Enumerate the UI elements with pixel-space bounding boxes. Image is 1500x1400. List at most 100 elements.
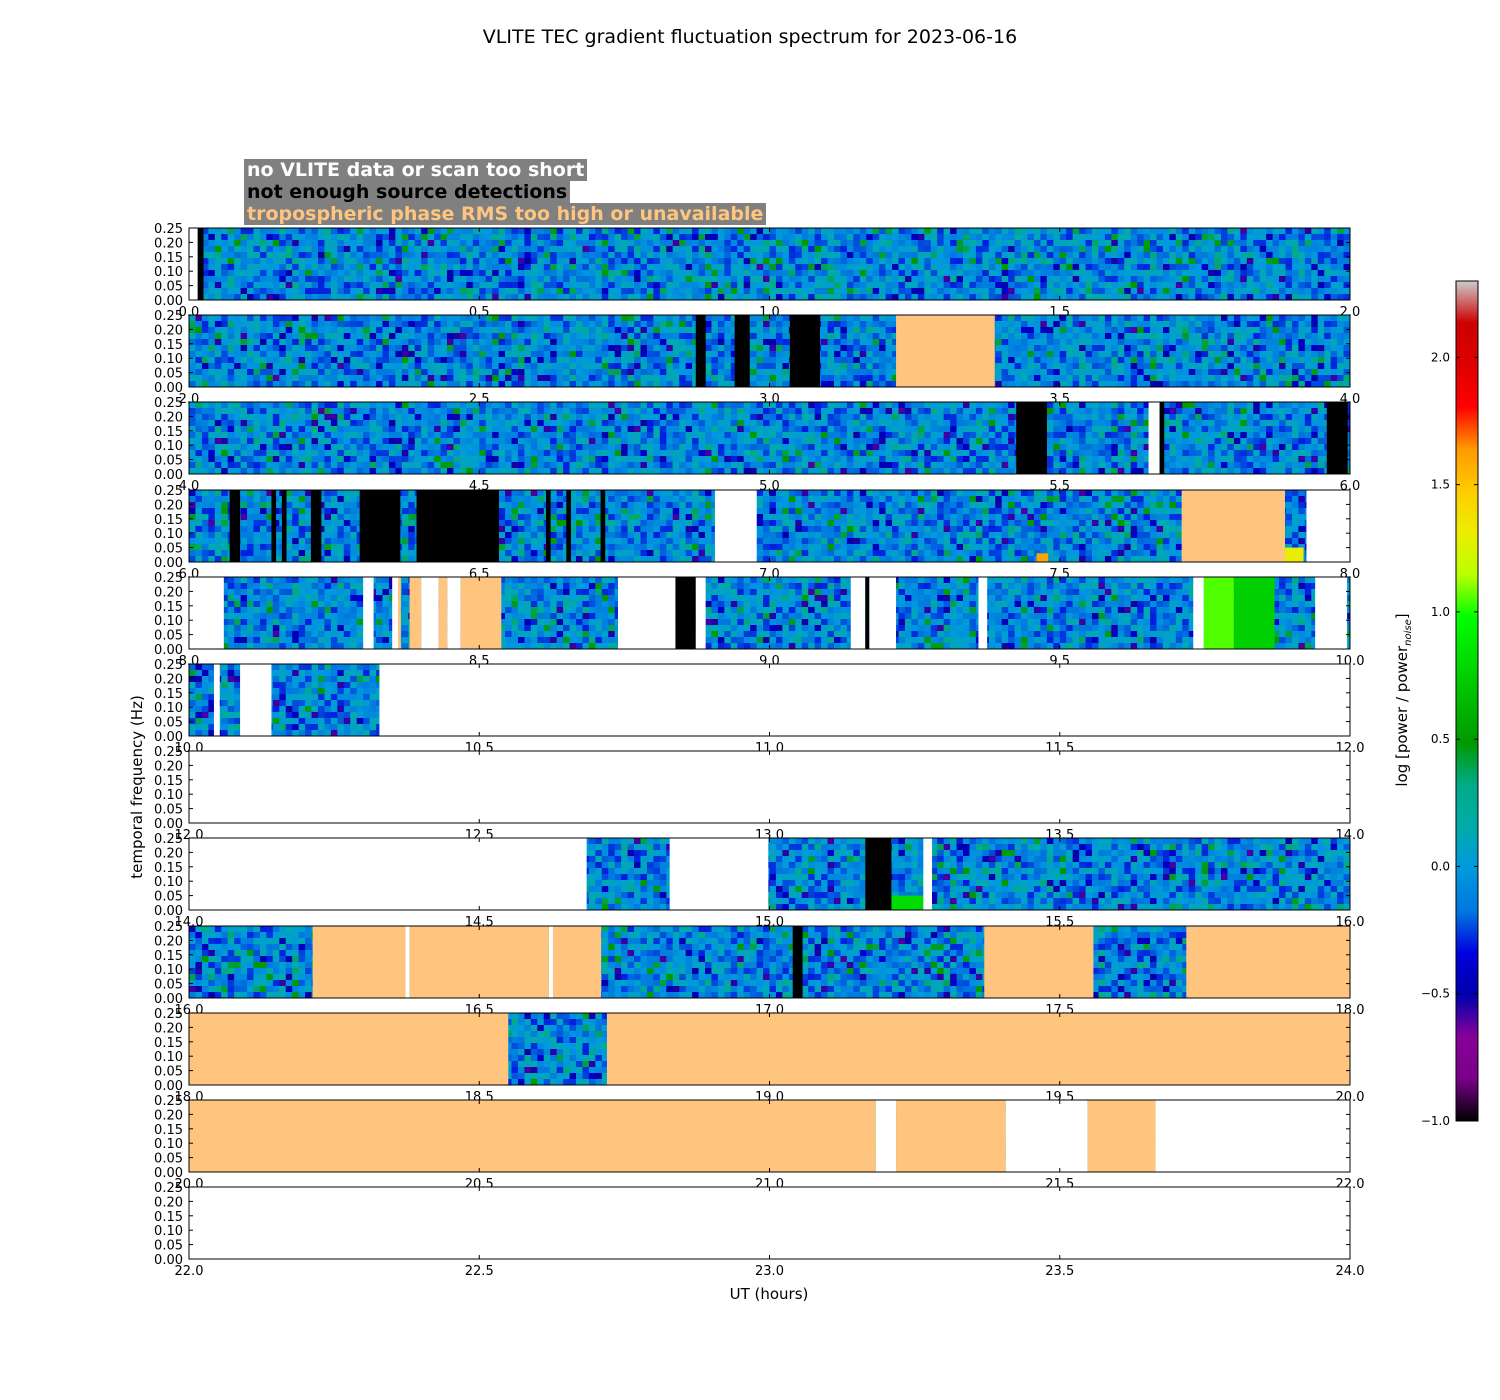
- y-tick-label: 0.00: [154, 904, 183, 919]
- segment-nodata: [548, 926, 553, 998]
- y-tick-label: 0.10: [154, 439, 183, 454]
- y-tick-label: 0.15: [154, 1210, 183, 1225]
- panel-row: 0.000.050.100.150.200.250.0 0.5 1.0 1.5 2.0: [154, 222, 1360, 320]
- segment-nodata: [189, 228, 198, 300]
- hotspot-mark: [1284, 547, 1304, 562]
- y-tick-label: 0.10: [154, 701, 183, 716]
- y-tick-label: 0.05: [154, 978, 183, 993]
- segment-tropo: [409, 577, 422, 649]
- segment-nodata: [189, 1187, 1350, 1259]
- segment-tropo: [1181, 490, 1285, 562]
- colorbar-tick-label: 1.5: [1431, 478, 1450, 492]
- y-tick-label: 0.10: [154, 352, 183, 367]
- y-tick-label: 0.25: [154, 658, 183, 673]
- segment-nodata: [392, 577, 398, 649]
- segment-tropo: [438, 577, 448, 649]
- hotspot-mark: [1203, 577, 1234, 649]
- segment-nodata: [405, 926, 410, 998]
- y-tick-label: 0.25: [154, 222, 183, 237]
- y-tick-label: 0.20: [154, 236, 183, 251]
- x-tick-label: 22.5: [465, 1264, 494, 1279]
- hotspot-mark: [891, 895, 924, 910]
- segment-few: [865, 838, 892, 910]
- y-tick-label: 0.05: [154, 716, 183, 731]
- segment-nodata: [213, 664, 220, 736]
- y-tick-label: 0.15: [154, 774, 183, 789]
- y-tick-label: 0.15: [154, 513, 183, 528]
- segment-nodata: [669, 838, 769, 910]
- segment-nodata: [421, 577, 439, 649]
- y-tick-label: 0.20: [154, 759, 183, 774]
- segment-nodata: [978, 577, 988, 649]
- y-tick-label: 0.25: [154, 484, 183, 499]
- y-tick-label: 0.15: [154, 600, 183, 615]
- segment-tropo: [397, 577, 401, 649]
- y-tick-label: 0.15: [154, 1123, 183, 1138]
- y-tick-label: 0.10: [154, 1050, 183, 1065]
- y-tick-label: 0.05: [154, 1065, 183, 1080]
- segment-few: [1326, 402, 1348, 474]
- y-tick-label: 0.10: [154, 875, 183, 890]
- y-tick-label: 0.25: [154, 832, 183, 847]
- segment-nodata: [1306, 490, 1350, 562]
- y-tick-label: 0.20: [154, 846, 183, 861]
- segment-tropo: [1087, 1100, 1156, 1172]
- segment-nodata: [189, 838, 587, 910]
- segment-few: [566, 490, 571, 562]
- y-tick-label: 0.20: [154, 1195, 183, 1210]
- legend-label-few-detections: not enough source detections: [247, 181, 567, 203]
- segment-few: [271, 490, 277, 562]
- segment-few: [695, 315, 706, 387]
- segment-nodata: [1193, 577, 1204, 649]
- legend-label-no-data: no VLITE data or scan too short: [247, 159, 584, 181]
- colorbar-gradient: [1455, 280, 1479, 1122]
- x-axis-label: UT (hours): [730, 1285, 809, 1303]
- x-tick-label: 24.0: [1336, 1264, 1365, 1279]
- segment-few: [197, 228, 204, 300]
- segment-nodata: [447, 577, 461, 649]
- x-tick-label: 23.0: [755, 1264, 784, 1279]
- y-tick-label: 0.15: [154, 861, 183, 876]
- chart-title: VLITE TEC gradient fluctuation spectrum …: [483, 26, 1017, 48]
- y-tick-label: 0.20: [154, 1021, 183, 1036]
- x-tick-label: 23.5: [1045, 1264, 1074, 1279]
- segment-few: [281, 490, 287, 562]
- y-tick-label: 0.10: [154, 527, 183, 542]
- segment-nodata: [379, 664, 1350, 736]
- y-tick-label: 0.25: [154, 1181, 183, 1196]
- panel-row: 0.000.050.100.150.200.256.0 6.5 7.0 7.5 8.0: [154, 484, 1360, 582]
- y-tick-label: 0.05: [154, 1152, 183, 1167]
- y-tick-label: 0.15: [154, 251, 183, 266]
- y-tick-label: 0.25: [154, 1007, 183, 1022]
- segment-tropo: [189, 1013, 509, 1085]
- hotspot-mark: [1036, 553, 1049, 562]
- y-tick-label: 0.00: [154, 1253, 183, 1268]
- y-tick-label: 0.25: [154, 1094, 183, 1109]
- colorbar-label: log [power / powernoise]: [1393, 613, 1414, 786]
- y-tick-label: 0.10: [154, 788, 183, 803]
- segment-nodata: [714, 490, 757, 562]
- segment-tropo: [460, 577, 502, 649]
- y-tick-label: 0.20: [154, 1108, 183, 1123]
- segment-tropo: [896, 315, 995, 387]
- segment-tropo: [312, 926, 406, 998]
- y-tick-label: 0.25: [154, 920, 183, 935]
- segment-nodata: [1155, 1100, 1350, 1172]
- segment-few: [600, 490, 606, 562]
- y-tick-label: 0.25: [154, 396, 183, 411]
- segment-few: [734, 315, 750, 387]
- y-tick-label: 0.05: [154, 629, 183, 644]
- segment-nodata: [923, 838, 933, 910]
- segment-nodata: [850, 577, 866, 649]
- segment-tropo: [1186, 926, 1350, 998]
- segment-few: [310, 490, 322, 562]
- segment-few: [229, 490, 241, 562]
- y-tick-label: 0.15: [154, 338, 183, 353]
- y-tick-label: 0.00: [154, 817, 183, 832]
- y-tick-label: 0.05: [154, 280, 183, 295]
- y-tick-label: 0.10: [154, 963, 183, 978]
- y-tick-label: 0.20: [154, 498, 183, 513]
